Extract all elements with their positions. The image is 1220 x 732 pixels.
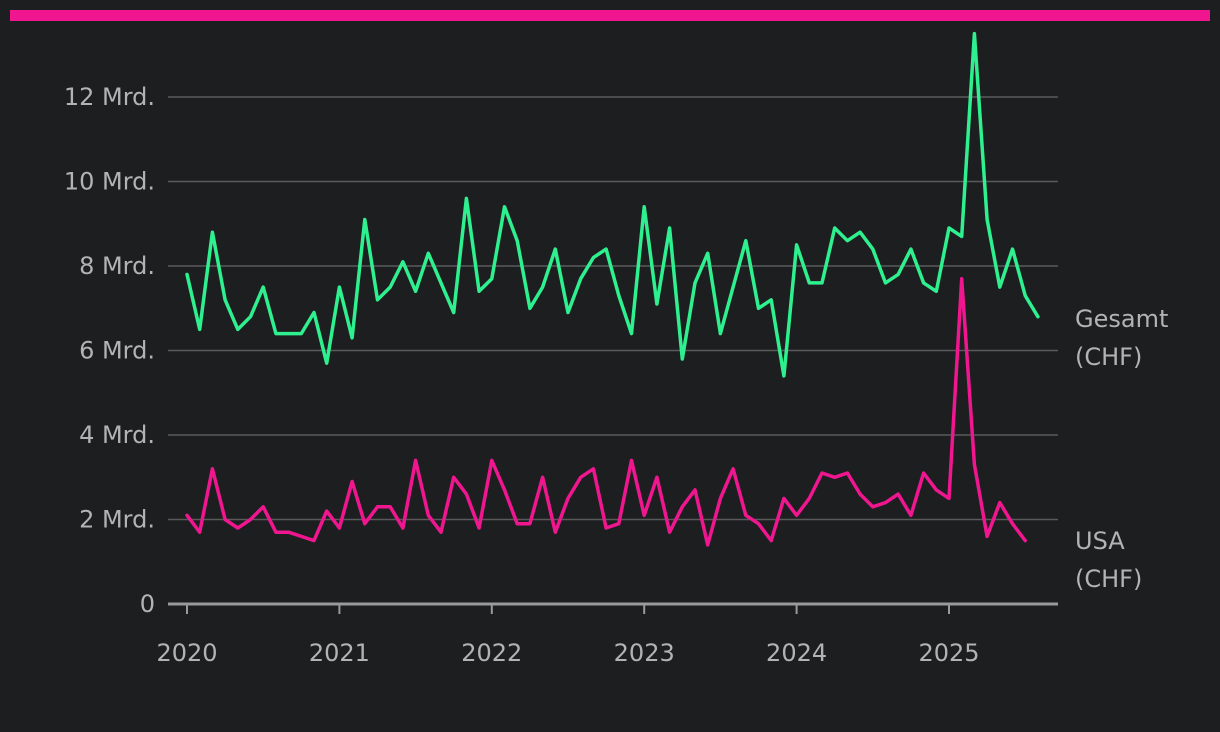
- series-line-usa: [185, 276, 1027, 547]
- series-labels: Gesamt (CHF) USA (CHF): [1075, 305, 1168, 593]
- x-tick-label: 2024: [766, 639, 827, 667]
- series-line-gesamt: [185, 31, 1040, 378]
- x-axis: 2020 2021 2022 2023 2024 2025: [156, 602, 1058, 667]
- x-tick-label: 2023: [614, 639, 675, 667]
- x-tick-label: 2025: [918, 639, 979, 667]
- y-tick-label: 2 Mrd.: [79, 506, 155, 534]
- y-tick-label: 8 Mrd.: [79, 252, 155, 280]
- x-tick-label: 2022: [461, 639, 522, 667]
- y-axis-tick-labels: 0 2 Mrd. 4 Mrd. 6 Mrd. 8 Mrd. 10 Mrd. 12 Mrd.: [64, 83, 155, 618]
- y-tick-label: 4 Mrd.: [79, 421, 155, 449]
- series-lines: [185, 31, 1040, 547]
- series-label-usa: USA (CHF): [1075, 527, 1142, 593]
- y-tick-label: 0: [140, 590, 155, 618]
- y-tick-label: 6 Mrd.: [79, 337, 155, 365]
- y-tick-label: 10 Mrd.: [64, 168, 155, 196]
- x-tick-label: 2020: [156, 639, 217, 667]
- y-tick-label: 12 Mrd.: [64, 83, 155, 111]
- x-tick-label: 2021: [309, 639, 370, 667]
- series-label-gesamt: Gesamt (CHF): [1075, 305, 1168, 371]
- top-accent-bar: [10, 10, 1210, 21]
- gridlines: [168, 96, 1058, 521]
